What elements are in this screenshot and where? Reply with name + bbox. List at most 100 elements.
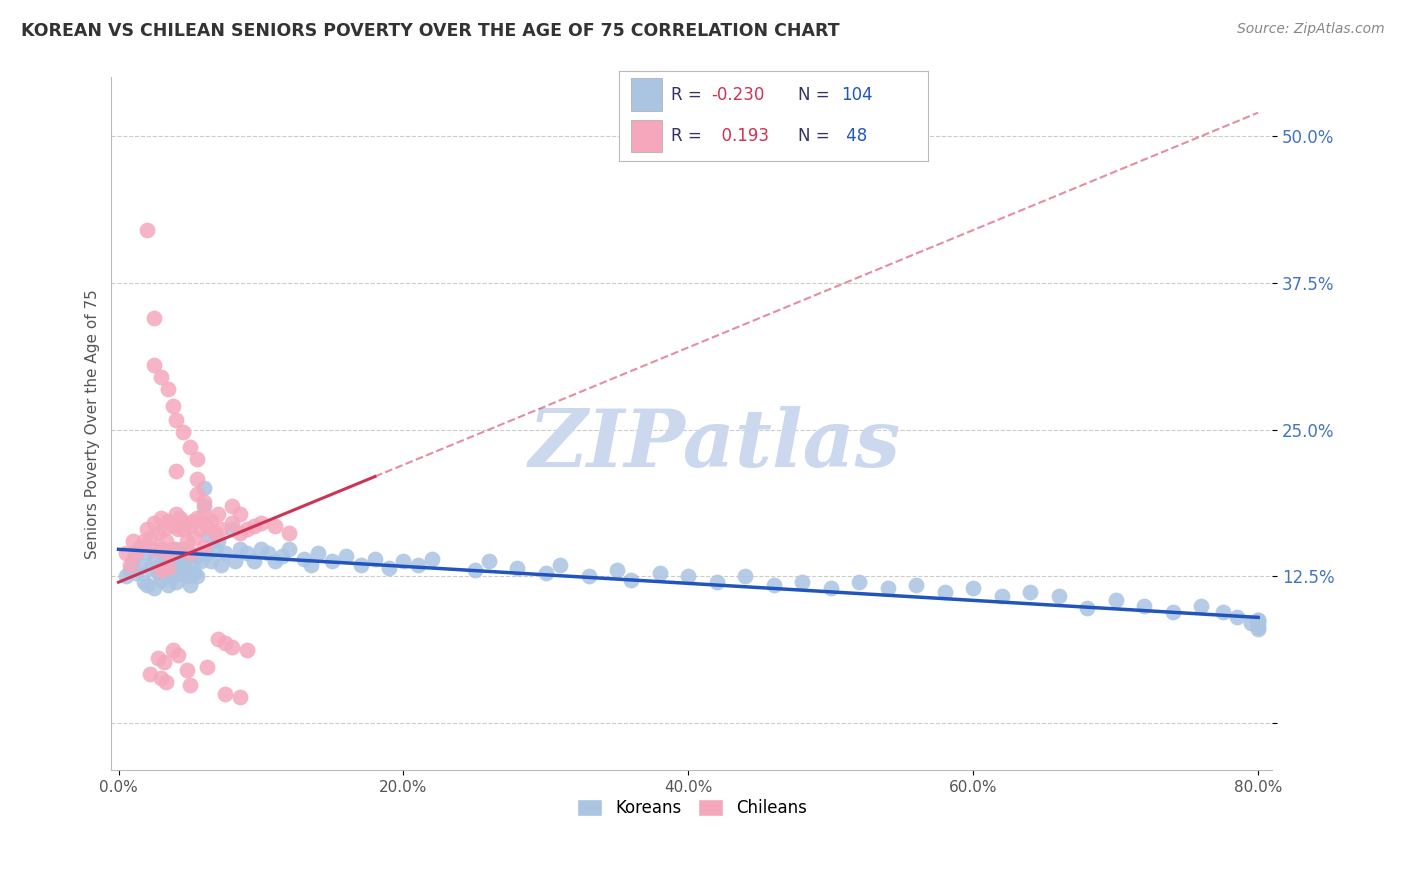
Point bbox=[162, 399, 184, 413]
Point bbox=[176, 663, 198, 677]
Point bbox=[165, 575, 187, 590]
Text: R =: R = bbox=[671, 127, 702, 145]
Point bbox=[221, 522, 243, 536]
Point bbox=[186, 510, 208, 524]
Text: 104: 104 bbox=[841, 86, 873, 103]
Point bbox=[150, 542, 173, 557]
Point bbox=[186, 451, 208, 466]
Point bbox=[162, 519, 184, 533]
Point bbox=[179, 546, 201, 560]
Point bbox=[143, 358, 166, 372]
Point bbox=[224, 554, 246, 568]
Point bbox=[207, 507, 229, 521]
Point bbox=[1226, 610, 1249, 624]
Point bbox=[167, 554, 190, 568]
Point bbox=[139, 561, 162, 575]
Point bbox=[848, 575, 870, 590]
Point bbox=[153, 655, 176, 669]
Point bbox=[179, 678, 201, 692]
Point bbox=[121, 534, 143, 549]
Text: ZIPatlas: ZIPatlas bbox=[529, 406, 901, 483]
Point bbox=[762, 577, 785, 591]
Point bbox=[134, 575, 156, 590]
Point bbox=[150, 573, 173, 587]
Point bbox=[165, 542, 187, 557]
Point bbox=[157, 382, 180, 396]
Point bbox=[167, 648, 190, 662]
Point bbox=[350, 558, 373, 572]
Point bbox=[464, 564, 486, 578]
Point bbox=[165, 413, 187, 427]
Point bbox=[136, 577, 159, 591]
Point bbox=[478, 554, 501, 568]
Point bbox=[1133, 599, 1156, 613]
Point bbox=[228, 542, 250, 557]
Point bbox=[1247, 613, 1270, 627]
Point bbox=[157, 546, 180, 560]
Point bbox=[153, 554, 176, 568]
Point bbox=[136, 223, 159, 237]
Point bbox=[155, 675, 177, 690]
Point bbox=[150, 510, 173, 524]
Point bbox=[190, 554, 212, 568]
Point bbox=[197, 528, 219, 542]
Point bbox=[271, 549, 294, 564]
Point bbox=[195, 659, 218, 673]
Point bbox=[1161, 605, 1184, 619]
Point bbox=[186, 569, 208, 583]
Point bbox=[114, 546, 136, 560]
Point bbox=[221, 499, 243, 513]
Text: KOREAN VS CHILEAN SENIORS POVERTY OVER THE AGE OF 75 CORRELATION CHART: KOREAN VS CHILEAN SENIORS POVERTY OVER T… bbox=[21, 22, 839, 40]
Point bbox=[118, 558, 141, 572]
Point bbox=[278, 542, 301, 557]
Point bbox=[150, 564, 173, 578]
Point bbox=[207, 632, 229, 646]
Point bbox=[243, 554, 266, 568]
Point bbox=[193, 481, 215, 495]
Point bbox=[136, 546, 159, 560]
Point bbox=[162, 569, 184, 583]
Text: Source: ZipAtlas.com: Source: ZipAtlas.com bbox=[1237, 22, 1385, 37]
Point bbox=[143, 551, 166, 566]
Point bbox=[214, 546, 236, 560]
Point bbox=[250, 516, 273, 531]
Point bbox=[181, 558, 204, 572]
Point bbox=[155, 534, 177, 549]
Point bbox=[214, 636, 236, 650]
Point bbox=[181, 514, 204, 528]
Point bbox=[172, 542, 194, 557]
Point bbox=[114, 569, 136, 583]
Point bbox=[193, 540, 215, 554]
Point bbox=[143, 542, 166, 557]
Point bbox=[548, 558, 571, 572]
Point bbox=[176, 569, 198, 583]
Point bbox=[620, 573, 643, 587]
Point bbox=[174, 516, 197, 531]
Text: 48: 48 bbox=[841, 127, 868, 145]
Text: R =: R = bbox=[671, 86, 702, 103]
Point bbox=[228, 507, 250, 521]
Point bbox=[243, 519, 266, 533]
Point bbox=[1212, 605, 1234, 619]
Point bbox=[124, 566, 146, 580]
Point bbox=[179, 577, 201, 591]
Point bbox=[392, 554, 415, 568]
Point bbox=[179, 519, 201, 533]
Y-axis label: Seniors Poverty Over the Age of 75: Seniors Poverty Over the Age of 75 bbox=[86, 289, 100, 558]
Point bbox=[1247, 616, 1270, 631]
Point bbox=[214, 687, 236, 701]
Point bbox=[129, 540, 152, 554]
Point bbox=[420, 551, 443, 566]
Point bbox=[169, 566, 191, 580]
Point bbox=[278, 525, 301, 540]
Point bbox=[506, 561, 529, 575]
FancyBboxPatch shape bbox=[631, 78, 662, 111]
Point bbox=[162, 551, 184, 566]
Point bbox=[792, 575, 814, 590]
Point bbox=[209, 522, 232, 536]
Point bbox=[1240, 616, 1263, 631]
Point bbox=[204, 525, 226, 540]
Point bbox=[257, 546, 280, 560]
Point bbox=[209, 558, 232, 572]
Point bbox=[136, 522, 159, 536]
